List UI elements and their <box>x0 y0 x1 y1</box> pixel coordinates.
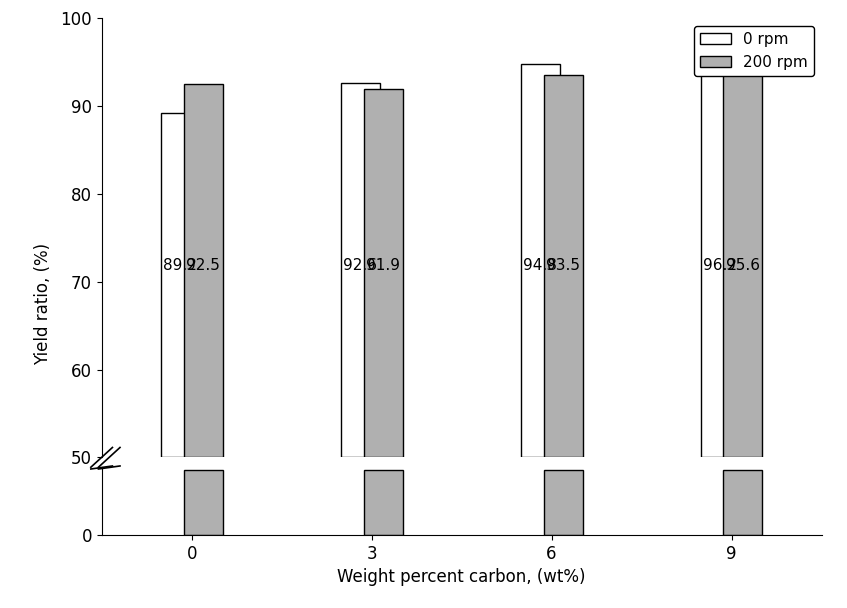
Bar <box>521 64 560 457</box>
Bar <box>184 84 223 457</box>
Text: 89.2: 89.2 <box>163 258 197 273</box>
Text: 96.2: 96.2 <box>703 258 737 273</box>
Text: 92.6: 92.6 <box>343 258 377 273</box>
Bar <box>700 52 739 457</box>
Bar <box>544 75 583 457</box>
Bar <box>363 89 402 457</box>
Legend: 0 rpm, 200 rpm: 0 rpm, 200 rpm <box>695 26 814 76</box>
Bar <box>723 57 762 457</box>
Bar <box>544 470 583 535</box>
Bar <box>363 470 402 535</box>
Text: 94.8: 94.8 <box>523 258 557 273</box>
Bar <box>340 83 379 457</box>
Bar <box>161 113 200 457</box>
Text: 91.9: 91.9 <box>366 258 400 273</box>
Text: 93.5: 93.5 <box>546 258 580 273</box>
Text: 92.5: 92.5 <box>186 258 220 273</box>
X-axis label: Weight percent carbon, (wt%): Weight percent carbon, (wt%) <box>337 568 586 586</box>
Bar <box>723 470 762 535</box>
Text: 95.6: 95.6 <box>726 258 760 273</box>
Bar <box>184 470 223 535</box>
Text: Yield ratio, (%): Yield ratio, (%) <box>34 243 52 365</box>
